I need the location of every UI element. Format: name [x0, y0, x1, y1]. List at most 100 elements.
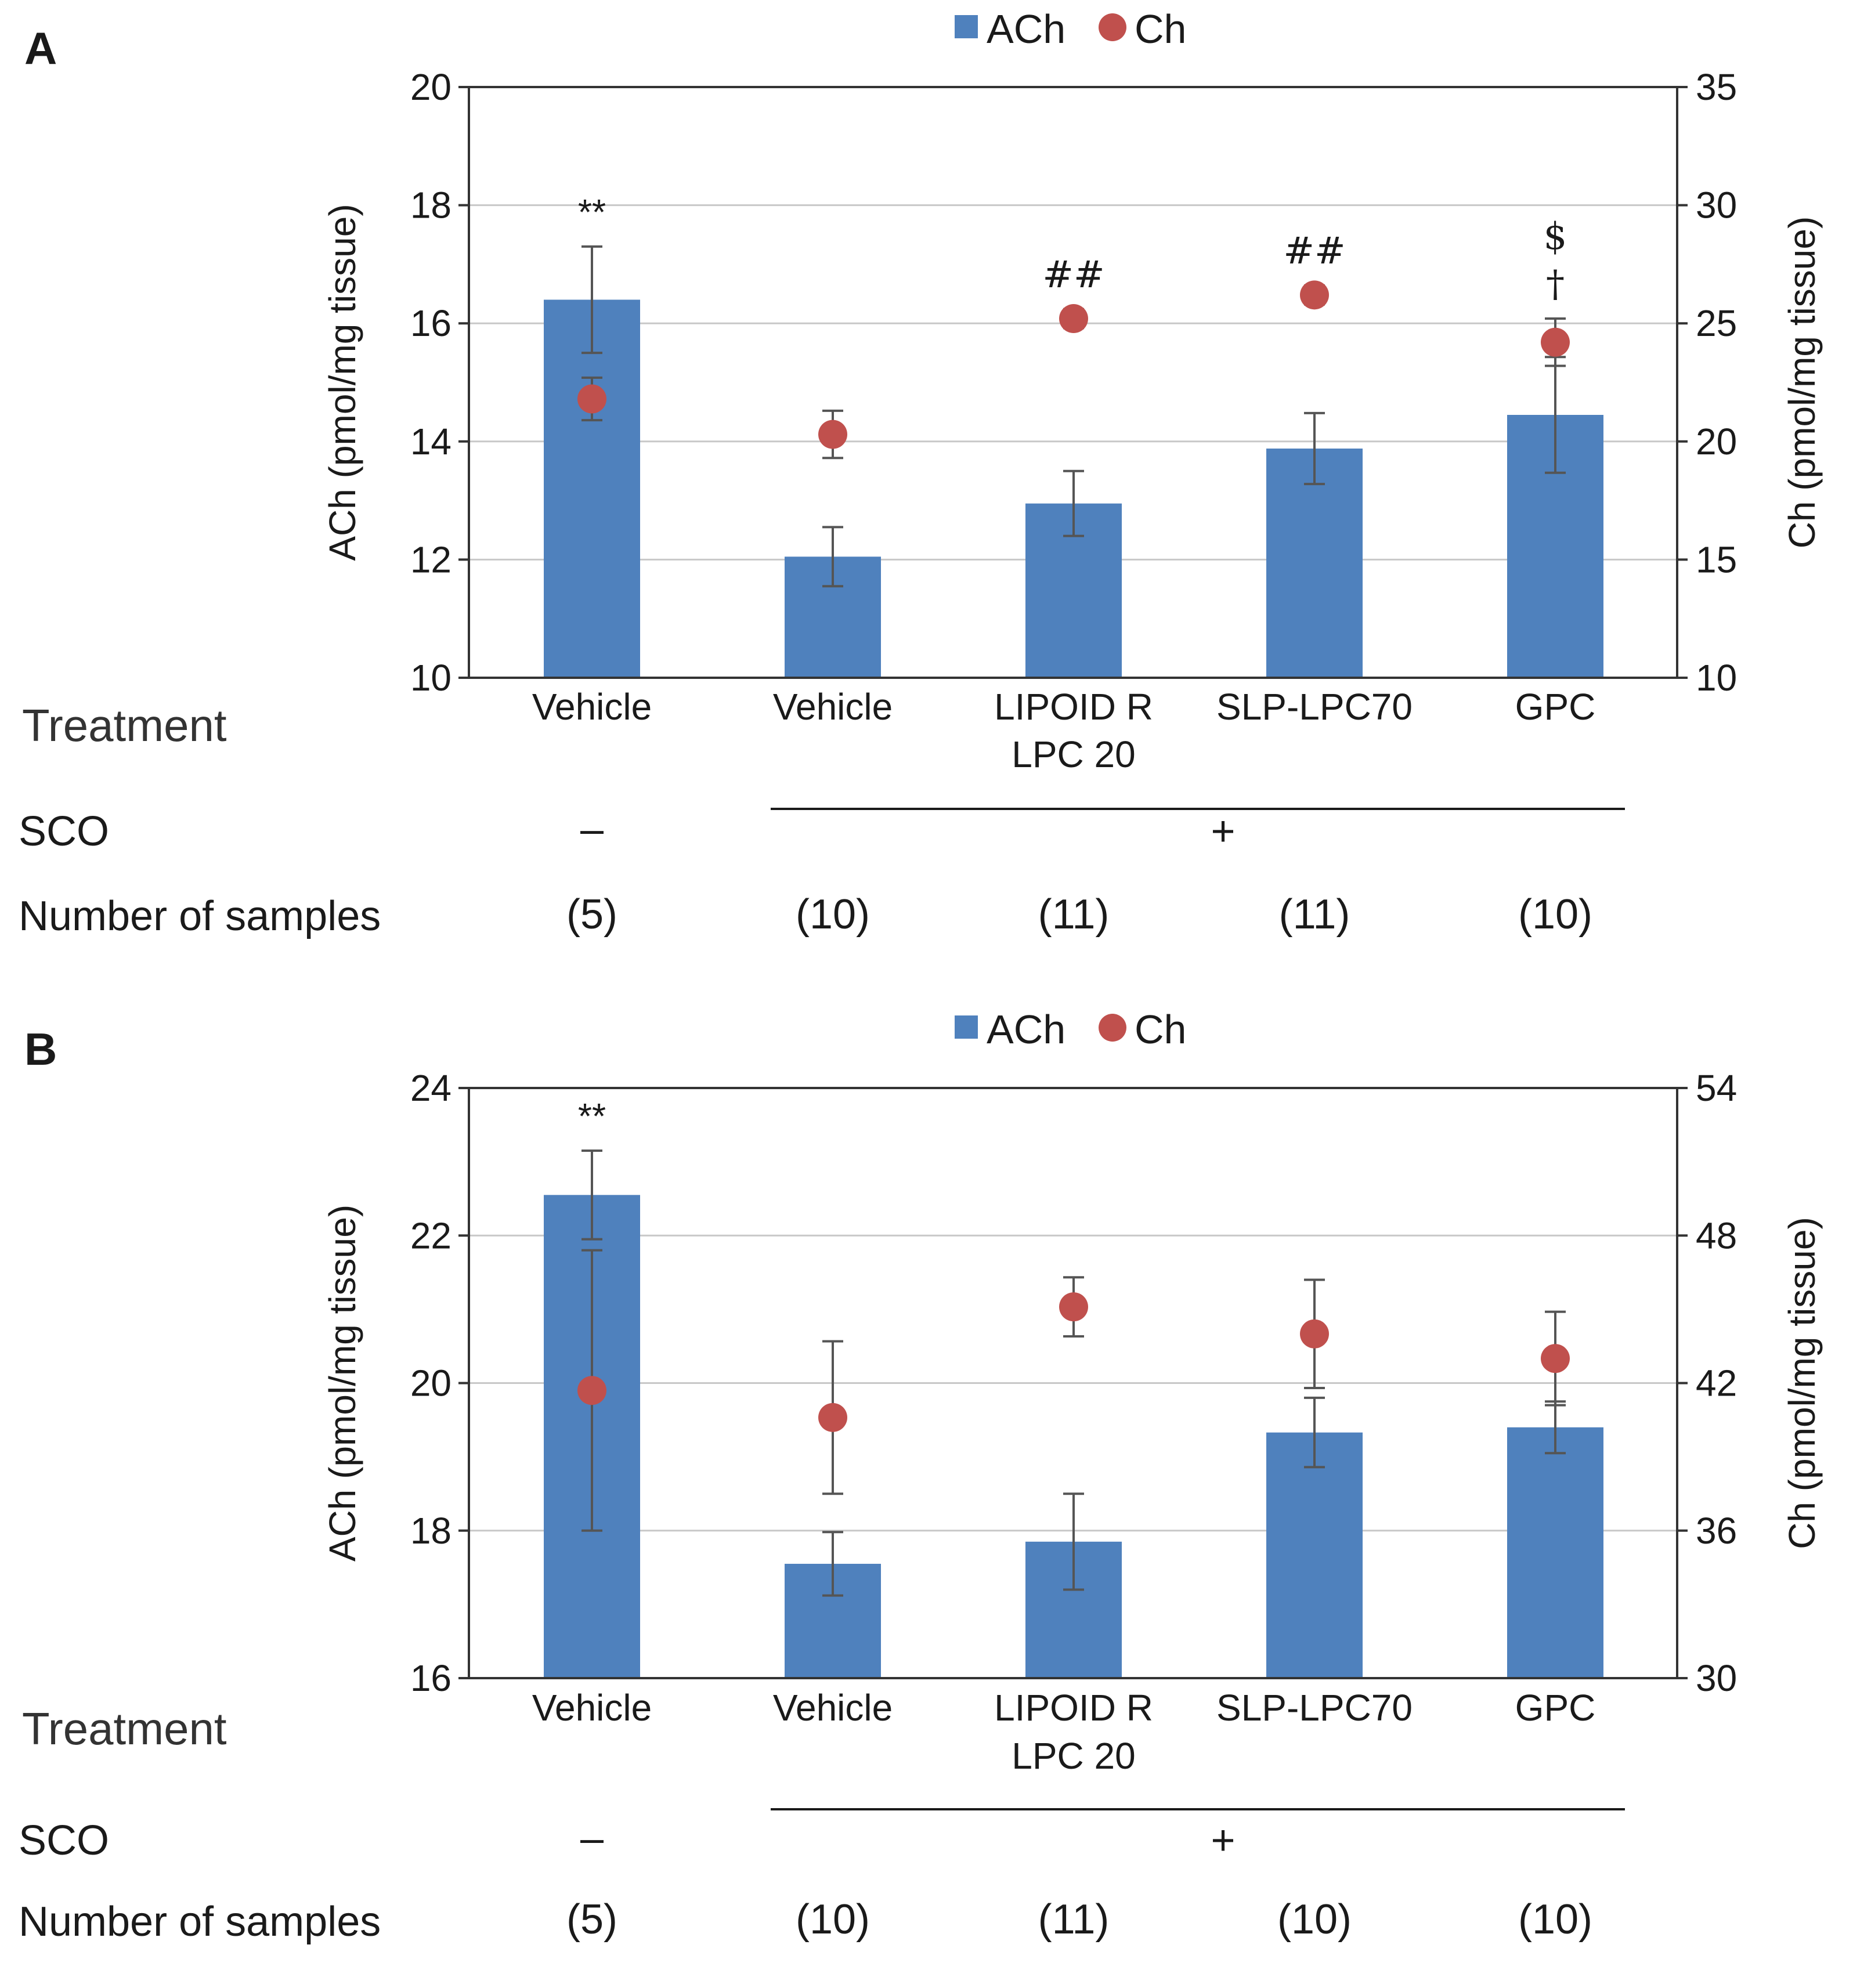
left-tick-label: 16	[410, 302, 451, 344]
treatment-row-label: Treatment	[22, 1703, 227, 1754]
right-tick-label: 20	[1696, 421, 1737, 462]
left-axis-title: ACh (pmol/mg tissue)	[322, 1205, 363, 1562]
category-label: GPC	[1515, 1687, 1596, 1729]
sample-count: (5)	[566, 891, 617, 938]
category-label: LPC 20	[1012, 1735, 1135, 1777]
ch-point	[1300, 280, 1329, 310]
category-label: SLP-LPC70	[1216, 1687, 1413, 1729]
category-label: Vehicle	[773, 1687, 893, 1729]
sco-row-label: SCO	[19, 1817, 109, 1864]
sco-minus: –	[580, 806, 604, 852]
ach-error-bar	[581, 1150, 602, 1241]
left-tick-label: 20	[410, 1362, 451, 1404]
right-tick-label: 48	[1696, 1215, 1737, 1256]
category-label: LPC 20	[1012, 733, 1135, 775]
left-tick-label: 22	[410, 1215, 451, 1256]
ach-bar	[1266, 449, 1363, 678]
legend-ach-swatch	[955, 15, 978, 38]
sample-count: (11)	[1038, 891, 1110, 938]
category-label: Vehicle	[532, 686, 652, 728]
significance-mark: ##	[1283, 230, 1345, 273]
right-axis-title: Ch (pmol/mg tissue)	[1781, 1217, 1823, 1549]
ch-point	[818, 420, 847, 449]
sco-plus: +	[1211, 1817, 1235, 1864]
ach-bar	[544, 299, 640, 678]
left-axis-title: ACh (pmol/mg tissue)	[322, 204, 363, 561]
right-tick-label: 35	[1696, 66, 1737, 108]
left-tick-label: 24	[410, 1067, 451, 1109]
treatment-row-label: Treatment	[22, 700, 227, 751]
sample-count: (10)	[796, 891, 870, 938]
left-tick-label: 14	[410, 421, 451, 462]
category-label: SLP-LPC70	[1216, 686, 1413, 728]
category-label: GPC	[1515, 686, 1596, 728]
legend-ach-label: ACh	[987, 6, 1065, 52]
ch-point	[1300, 1319, 1329, 1349]
right-axis-title: Ch (pmol/mg tissue)	[1781, 216, 1823, 549]
ach-error-bar	[1063, 469, 1084, 537]
significance-mark: †	[1546, 263, 1565, 306]
right-tick-label: 10	[1696, 657, 1737, 699]
ach-error-bar	[1304, 411, 1325, 486]
right-tick-label: 42	[1696, 1362, 1737, 1404]
category-label: LIPOID R	[994, 686, 1153, 728]
significance-mark: ##	[1042, 254, 1104, 297]
left-tick-label: 20	[410, 66, 451, 108]
ach-error-bar	[1063, 1492, 1084, 1591]
ach-error-bar	[1304, 1396, 1325, 1469]
sample-count: (5)	[566, 1896, 617, 1943]
significance-mark: $	[1544, 215, 1567, 258]
legend-ch-label: Ch	[1135, 1007, 1186, 1052]
ach-error-bar	[822, 1531, 843, 1597]
right-tick-label: 30	[1696, 185, 1737, 226]
ch-point	[577, 1376, 606, 1405]
left-tick-label: 16	[410, 1657, 451, 1699]
left-tick-label: 18	[410, 185, 451, 226]
ch-point	[1541, 327, 1570, 357]
right-tick-label: 54	[1696, 1067, 1737, 1109]
right-tick-label: 30	[1696, 1657, 1737, 1699]
plot-frame	[468, 86, 1678, 679]
legend-ch-swatch	[1099, 1014, 1126, 1042]
ch-point	[577, 384, 606, 414]
samples-row-label: Number of samples	[19, 893, 381, 939]
left-tick-label: 18	[410, 1510, 451, 1552]
legend-ach-label: ACh	[987, 1007, 1065, 1052]
right-tick-label: 25	[1696, 302, 1737, 344]
ch-point	[1059, 304, 1088, 334]
sample-count: (10)	[796, 1896, 870, 1943]
sco-minus: –	[580, 1815, 604, 1862]
sample-count: (10)	[1277, 1896, 1352, 1943]
panel-a: A ACh Ch 10 12 14 16 18 20 10 15 20 25 30 35 ACh (pmol/…	[19, 6, 1823, 939]
ach-error-bar	[581, 245, 602, 355]
legend-ach-swatch	[955, 1015, 978, 1039]
right-tick-label: 36	[1696, 1510, 1737, 1552]
significance-mark: **	[578, 193, 606, 233]
category-label: Vehicle	[773, 686, 893, 728]
category-label: Vehicle	[532, 1687, 652, 1729]
ch-point	[1541, 1344, 1570, 1373]
panel-letter: B	[24, 1024, 57, 1075]
left-tick-label: 10	[410, 657, 451, 699]
ach-bar	[1266, 1432, 1363, 1678]
ch-point	[1059, 1292, 1088, 1322]
right-tick-label: 15	[1696, 538, 1737, 580]
sco-plus: +	[1211, 808, 1235, 855]
category-label: LIPOID R	[994, 1687, 1153, 1729]
left-tick-label: 12	[410, 538, 451, 580]
ach-bar	[1507, 1427, 1603, 1678]
sample-count: (11)	[1038, 1896, 1110, 1943]
ch-point	[818, 1403, 847, 1432]
significance-mark: **	[578, 1097, 606, 1137]
ach-error-bar	[822, 526, 843, 588]
sample-count: (11)	[1279, 891, 1350, 938]
sample-count: (10)	[1518, 1896, 1592, 1943]
sco-row-label: SCO	[19, 808, 109, 855]
sample-count: (10)	[1518, 891, 1592, 938]
samples-row-label: Number of samples	[19, 1899, 381, 1945]
legend-ch-label: Ch	[1135, 6, 1186, 52]
legend-ch-swatch	[1099, 13, 1126, 41]
panel-b: B ACh Ch 16 18 20 22 24 30 36 42 48 54 ACh (pmol/mg t…	[19, 1007, 1823, 1945]
panel-letter: A	[24, 23, 57, 74]
